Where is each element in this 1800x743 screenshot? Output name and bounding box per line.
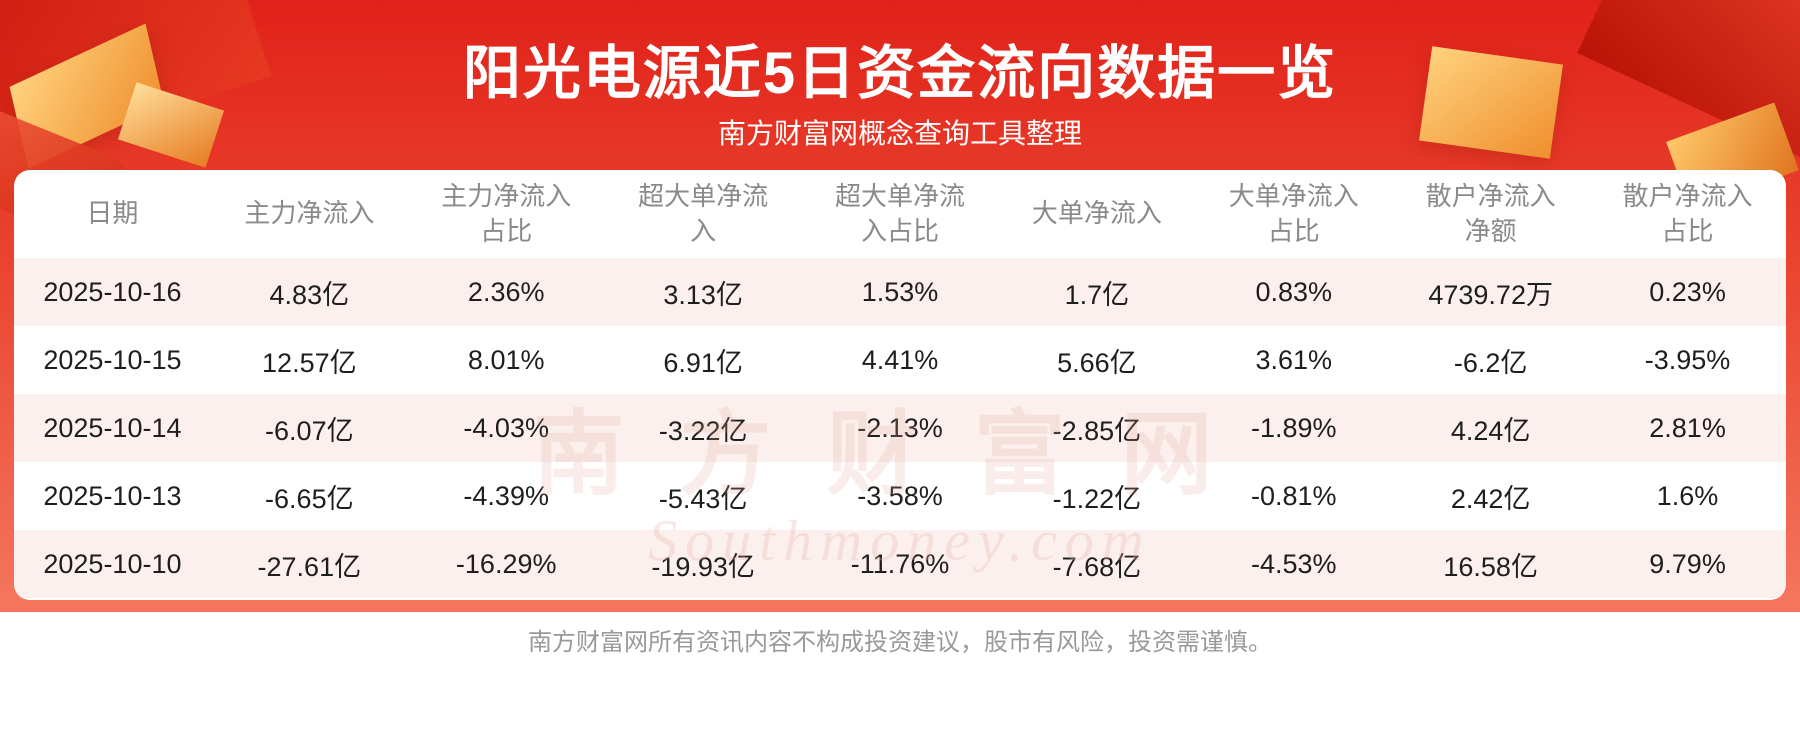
cell-date: 2025-10-13	[43, 480, 182, 511]
cell-main-net-inflow-ratio: 2.36%	[467, 276, 545, 307]
cell-xl-order-net-inflow-ratio: -2.13%	[857, 412, 943, 443]
col-header-retail-net-inflow: 散户净流入净额	[1425, 180, 1556, 246]
cell-date: 2025-10-16	[43, 276, 182, 307]
cell-main-net-inflow: 4.83亿	[269, 279, 350, 310]
table-row: 2025-10-13 -6.65亿 -4.39% -5.43亿 -3.58% -…	[14, 462, 1786, 530]
col-header-main-net-inflow: 主力净流入	[244, 198, 375, 229]
cell-date: 2025-10-15	[43, 344, 182, 375]
col-header-xl-order-net-inflow: 超大单净流入	[638, 180, 769, 246]
cell-main-net-inflow: -6.65亿	[265, 483, 354, 514]
cell-large-order-net-inflow-ratio: -0.81%	[1250, 480, 1337, 511]
page-subtitle: 南方财富网概念查询工具整理	[717, 118, 1082, 149]
cell-main-net-inflow: -27.61亿	[257, 551, 362, 582]
table-row: 2025-10-15 12.57亿 8.01% 6.91亿 4.41% 5.66…	[14, 326, 1786, 394]
col-header-xl-order-net-inflow-ratio: 超大单净流入占比	[834, 180, 965, 246]
cell-retail-net-inflow: 2.42亿	[1450, 483, 1531, 514]
cell-xl-order-net-inflow-ratio: 1.53%	[861, 276, 939, 307]
data-table-card: 日期 主力净流入 主力净流入占比 超大单净流入 超大单净流入占比 大单净流入 大…	[14, 170, 1786, 600]
table-row: 2025-10-10 -27.61亿 -16.29% -19.93亿 -11.7…	[14, 530, 1786, 598]
cell-large-order-net-inflow-ratio: 3.61%	[1255, 344, 1333, 375]
cell-main-net-inflow-ratio: -4.03%	[463, 412, 549, 443]
cell-retail-net-inflow: 16.58亿	[1443, 551, 1538, 582]
cell-retail-net-inflow-ratio: 2.81%	[1649, 412, 1726, 443]
cell-retail-net-inflow-ratio: 9.79%	[1649, 548, 1726, 579]
cell-main-net-inflow-ratio: 8.01%	[467, 344, 545, 375]
cell-main-net-inflow-ratio: -4.39%	[463, 480, 549, 511]
page-title: 阳光电源近5日资金流向数据一览	[462, 41, 1338, 106]
cell-date: 2025-10-10	[43, 548, 182, 579]
cell-xl-order-net-inflow: -3.22亿	[658, 415, 748, 446]
col-header-large-order-net-inflow-ratio: 大单净流入占比	[1228, 180, 1359, 246]
cell-large-order-net-inflow-ratio: 0.83%	[1255, 276, 1333, 307]
cell-large-order-net-inflow-ratio: -4.53%	[1250, 548, 1337, 579]
cell-large-order-net-inflow-ratio: -1.89%	[1250, 412, 1337, 443]
col-header-date: 日期	[86, 198, 139, 229]
cell-large-order-net-inflow: -1.22亿	[1052, 483, 1142, 514]
cell-retail-net-inflow-ratio: 0.23%	[1649, 276, 1726, 307]
cell-large-order-net-inflow: 1.7亿	[1064, 279, 1130, 310]
cell-retail-net-inflow: -6.2亿	[1453, 347, 1528, 378]
cell-retail-net-inflow-ratio: -3.95%	[1644, 344, 1731, 375]
cell-large-order-net-inflow: 5.66亿	[1057, 347, 1137, 378]
table-row: 2025-10-14 -6.07亿 -4.03% -3.22亿 -2.13% -…	[14, 394, 1786, 462]
col-header-retail-net-inflow-ratio: 散户净流入占比	[1622, 180, 1753, 246]
cell-main-net-inflow-ratio: -16.29%	[455, 548, 557, 579]
disclaimer-text: 南方财富网所有资讯内容不构成投资建议，股市有风险，投资需谨慎。	[528, 629, 1272, 656]
cell-main-net-inflow: 12.57亿	[262, 347, 357, 378]
cell-xl-order-net-inflow: 6.91亿	[663, 347, 743, 378]
cell-main-net-inflow: -6.07亿	[265, 415, 354, 446]
col-header-large-order-net-inflow: 大单净流入	[1031, 198, 1162, 229]
cell-xl-order-net-inflow-ratio: 4.41%	[861, 344, 939, 375]
cell-xl-order-net-inflow: -5.43亿	[658, 483, 748, 514]
table-row: 2025-10-16 4.83亿 2.36% 3.13亿 1.53% 1.7亿 …	[14, 258, 1786, 326]
cell-retail-net-inflow: 4.24亿	[1450, 415, 1531, 446]
cell-retail-net-inflow: 4739.72万	[1428, 279, 1553, 310]
cell-retail-net-inflow-ratio: 1.6%	[1656, 480, 1719, 511]
col-header-main-net-inflow-ratio: 主力净流入占比	[441, 180, 572, 246]
cell-large-order-net-inflow: -7.68亿	[1052, 551, 1142, 582]
cell-xl-order-net-inflow-ratio: -11.76%	[850, 548, 950, 579]
cell-xl-order-net-inflow: 3.13亿	[663, 279, 743, 310]
cell-xl-order-net-inflow-ratio: -3.58%	[857, 480, 943, 511]
cell-large-order-net-inflow: -2.85亿	[1052, 415, 1142, 446]
table-header-row: 日期 主力净流入 主力净流入占比 超大单净流入 超大单净流入占比 大单净流入 大…	[14, 170, 1786, 258]
cell-xl-order-net-inflow: -19.93亿	[651, 551, 755, 582]
cell-date: 2025-10-14	[43, 412, 182, 443]
